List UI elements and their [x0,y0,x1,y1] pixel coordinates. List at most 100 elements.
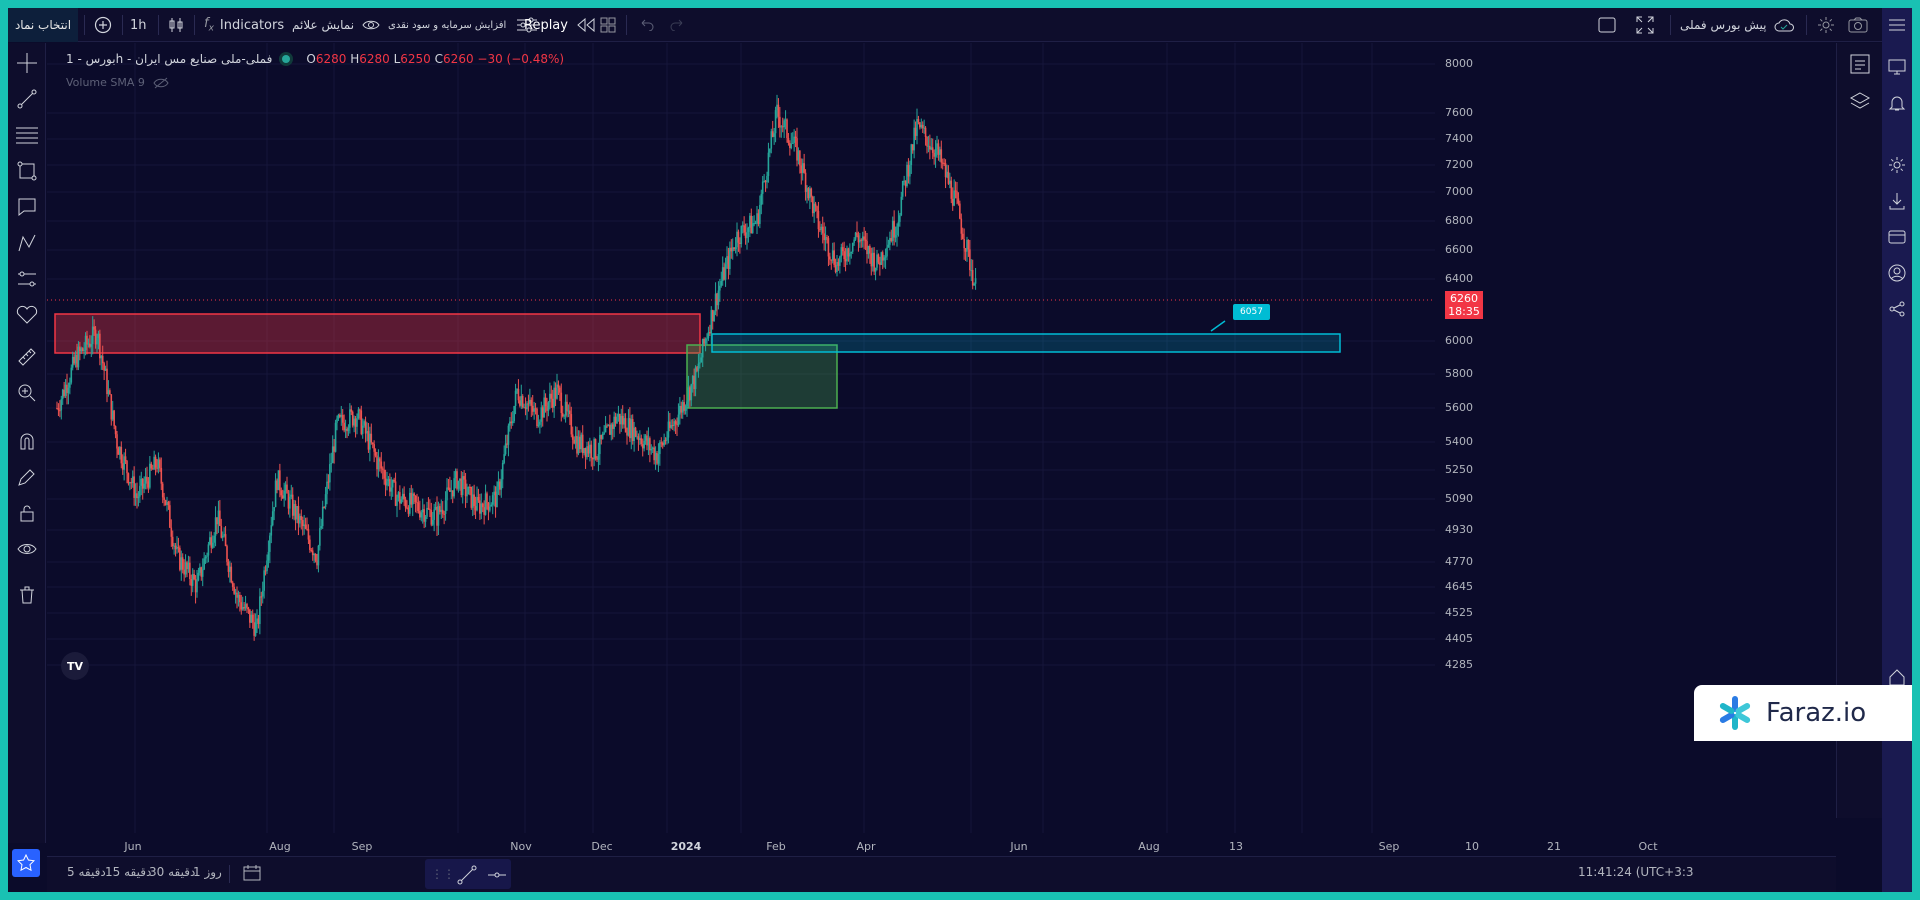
icons-tool[interactable] [13,301,41,329]
candle-body [613,416,615,429]
card-icon [1888,230,1906,244]
stay-drawing-tool[interactable] [13,463,41,491]
settings-side-button[interactable] [1886,154,1908,176]
quick-horizontal-line-button[interactable] [487,865,507,889]
range-5m[interactable]: 5 دقیقه [67,865,106,879]
crosshair-tool[interactable] [13,49,41,77]
price-tick-label: 4525 [1445,606,1473,619]
date-range-button[interactable] [243,865,261,885]
redo-button[interactable] [670,8,686,42]
replay-button[interactable]: Replay [524,8,596,42]
candle-body [327,481,330,483]
candle-body [579,436,581,450]
candle-body [214,517,217,536]
candle-body [311,550,314,556]
candle-body [470,486,473,508]
chart-type-button[interactable] [168,8,184,42]
top-toolbar: انتخاب نماد 1h fx Indicators نمایش علائم… [8,8,1912,42]
range-1d[interactable]: 1 روز [193,865,222,879]
candle-body [614,416,617,424]
settings-button[interactable] [1817,8,1835,42]
candle-body [717,290,720,306]
price-tick-label: 5090 [1445,492,1473,505]
candle-body [279,470,281,491]
hide-drawings-tool[interactable] [13,535,41,563]
candle-body [699,362,701,364]
prediction-button[interactable]: پیش بورس فملی [1680,8,1795,42]
payment-button[interactable] [1886,226,1908,248]
trend-line-tool[interactable] [13,85,41,113]
candle-body [506,443,508,445]
indicators-button[interactable]: fx Indicators [204,8,284,42]
quick-trend-line-button[interactable] [457,865,477,889]
remove-drawings-tool[interactable] [13,581,41,609]
candle-body [494,491,497,508]
candle-body [174,545,177,550]
zoom-tool[interactable] [13,379,41,407]
candle-body [617,413,620,417]
watchlist-button[interactable] [1849,53,1871,75]
candle-body [770,131,773,149]
candle-body [547,402,550,411]
candle-body [969,249,971,271]
candle-body [674,421,677,425]
shapes-tool[interactable] [13,157,41,185]
time-axis[interactable]: Jun Aug Sep Nov Dec 2024 Feb Apr Jun Aug 13 Sep 10 21… [47,840,1657,856]
snapshot-button[interactable] [1848,8,1868,42]
pattern-tool[interactable] [13,229,41,257]
candle-body [387,478,390,482]
candle-body [224,534,227,547]
layers-button[interactable] [1849,91,1871,113]
square-toggle-button[interactable] [1598,8,1616,42]
candle-body [531,405,534,412]
candle-body [459,478,461,481]
candle-body [107,390,110,394]
candle-body [944,163,947,178]
range-15m[interactable]: 15 دقیقه [105,865,152,879]
magnet-tool[interactable] [13,427,41,455]
profile-button[interactable] [1886,262,1908,284]
candle-body [553,387,555,408]
measure-tool[interactable] [13,343,41,371]
text-tool[interactable] [13,193,41,221]
fib-tool[interactable] [13,121,41,149]
lock-tool[interactable] [13,499,41,527]
show-signals-button[interactable]: نمایش علائم [292,8,380,42]
fullscreen-button[interactable] [1636,8,1654,42]
candle-body [883,257,885,261]
candle-body [854,232,857,240]
eye-off-icon[interactable] [153,77,169,89]
capital-increase-button[interactable]: افزایش سرمایه و سود نقدی [388,8,538,42]
layers-icon [1849,92,1871,109]
interval-button[interactable]: 1h [130,17,147,33]
market-open-dot [282,55,291,63]
square-icon [1598,17,1616,33]
candle-body [73,356,75,364]
price-axis[interactable]: 8000 7600 7400 7200 7000 6800 6600 6400 6000 5800… [1435,43,1495,833]
prediction-tool[interactable] [13,265,41,293]
add-symbol-button[interactable] [94,8,112,42]
candle-body [134,493,137,498]
layout-button[interactable] [600,8,616,42]
undo-button[interactable] [638,8,654,42]
download-button[interactable] [1886,190,1908,212]
drag-handle-icon[interactable]: ⋮⋮ [431,867,455,881]
candle-body [181,557,184,570]
candle-body [836,262,838,272]
candle-body [737,231,740,243]
price-chart[interactable] [47,43,1435,833]
alerts-button[interactable] [1886,92,1908,114]
clock-timezone[interactable]: 11:41:24 (UTC+3:3 [1578,865,1694,879]
candle-body [541,407,544,418]
share-button[interactable] [1886,298,1908,320]
target-note-label[interactable]: 6057 [1233,304,1270,320]
candle-body [436,506,438,526]
menu-button[interactable] [1886,14,1908,36]
candle-body [369,433,371,450]
monitor-button[interactable] [1886,56,1908,78]
range-30m[interactable]: 30 دقیقه [149,865,196,879]
candle-body [781,126,784,128]
home-button[interactable] [1886,666,1908,688]
favorites-button[interactable] [12,849,40,877]
symbol-search-button[interactable]: انتخاب نماد [8,8,78,42]
